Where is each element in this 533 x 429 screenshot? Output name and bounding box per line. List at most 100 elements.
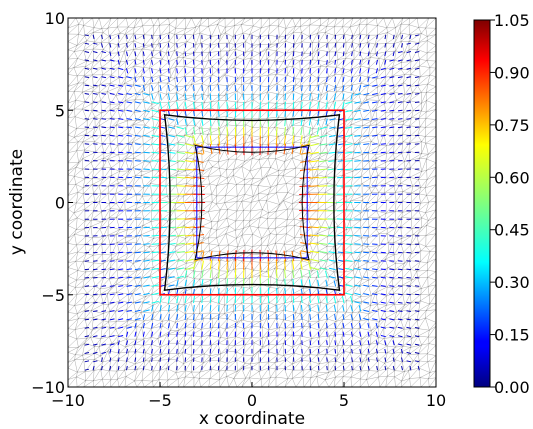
vector-1273 (142, 76, 145, 83)
vector-1064 (109, 118, 115, 120)
vector-73 (351, 357, 353, 362)
vector-1336 (326, 68, 328, 74)
vector-1062 (93, 118, 98, 120)
vector-841 (309, 176, 319, 179)
vector-1101 (414, 118, 420, 120)
vector-1462 (351, 43, 353, 48)
vector-1125 (276, 110, 278, 118)
vector-1501 (334, 34, 337, 40)
vector-370 (93, 293, 98, 296)
vector-1293 (309, 76, 311, 83)
vector-467 (218, 269, 220, 279)
vector-355 (309, 295, 311, 304)
vector-1151 (151, 101, 159, 105)
vector-455 (118, 276, 124, 279)
vector-867 (193, 168, 205, 171)
vector-1276 (167, 76, 170, 83)
vector-838 (185, 176, 195, 179)
vector-1145 (101, 101, 107, 104)
vector-437 (308, 279, 311, 287)
vector-507 (209, 260, 213, 270)
vector-198 (367, 331, 370, 337)
vector-1011 (345, 134, 353, 138)
vector-523 (338, 268, 345, 271)
vector-169 (126, 331, 129, 337)
vector-1228 (109, 84, 115, 87)
vector-1269 (109, 76, 115, 79)
vector-398 (325, 289, 328, 295)
vector-1200 (218, 93, 220, 101)
vector-418 (151, 284, 159, 287)
vector-1358 (167, 59, 170, 65)
vector-460 (159, 276, 166, 279)
vector-1422 (359, 51, 362, 57)
vector-701 (308, 218, 319, 220)
vector-1477 (134, 34, 137, 40)
vector-407 (397, 293, 403, 296)
vector-334 (134, 301, 141, 304)
vector-584 (168, 251, 176, 254)
vector-382 (193, 288, 195, 295)
vector-1421 (351, 51, 353, 57)
vector-458 (143, 276, 150, 279)
vector-194 (334, 331, 337, 337)
vector-863 (159, 168, 167, 171)
vector-477 (300, 269, 303, 279)
vector-487 (380, 276, 386, 279)
vector-51 (167, 357, 170, 362)
vector-1298 (350, 76, 353, 83)
colorbar-tick-label: 0.90 (494, 63, 530, 82)
vector-270 (284, 313, 286, 320)
vector-1098 (389, 118, 395, 120)
vector-699 (193, 218, 205, 220)
vector-519 (308, 260, 311, 270)
vector-481 (329, 276, 336, 279)
vector-421 (176, 279, 179, 287)
vector-1118 (218, 110, 220, 117)
vector-597 (380, 251, 386, 254)
vector-809 (176, 185, 186, 187)
vector-1271 (126, 76, 132, 79)
vector-1396 (142, 51, 145, 57)
vector-238 (359, 322, 362, 329)
vector-87 (126, 348, 128, 354)
vector-536 (109, 260, 115, 262)
vector-323 (380, 310, 386, 312)
vector-950 (184, 143, 194, 147)
vector-1055 (372, 126, 378, 129)
vector-989 (168, 134, 175, 138)
vector-1191 (143, 93, 150, 96)
vector-1220 (380, 93, 386, 95)
vector-214 (159, 322, 162, 329)
vector-700 (299, 218, 311, 220)
vector-518 (300, 260, 303, 270)
vector-525 (354, 268, 361, 271)
vector-476 (292, 269, 295, 279)
vector-336 (151, 300, 159, 304)
vector-260 (201, 314, 203, 320)
vector-318 (342, 305, 345, 312)
vector-1148 (126, 101, 132, 104)
vector-1152 (159, 101, 163, 110)
vector-484 (354, 276, 361, 279)
vector-1057 (389, 126, 395, 129)
vector-339 (176, 295, 179, 304)
vector-165 (92, 335, 98, 338)
vector-405 (380, 293, 386, 296)
vector-618 (318, 242, 328, 245)
vector-1308 (92, 67, 98, 70)
vector-1159 (218, 101, 220, 110)
vector-1234 (159, 85, 162, 91)
vector-1137 (372, 109, 378, 112)
vector-986 (143, 134, 150, 137)
vector-1333 (301, 68, 303, 74)
vector-1067 (134, 118, 141, 121)
vector-1303 (389, 76, 395, 79)
vector-1059 (406, 126, 411, 128)
vector-212 (142, 322, 145, 329)
vector-129 (134, 340, 137, 346)
vector-677 (345, 226, 353, 229)
vector-1341 (367, 68, 370, 74)
vector-521 (319, 267, 328, 271)
vector-1472 (92, 34, 95, 40)
